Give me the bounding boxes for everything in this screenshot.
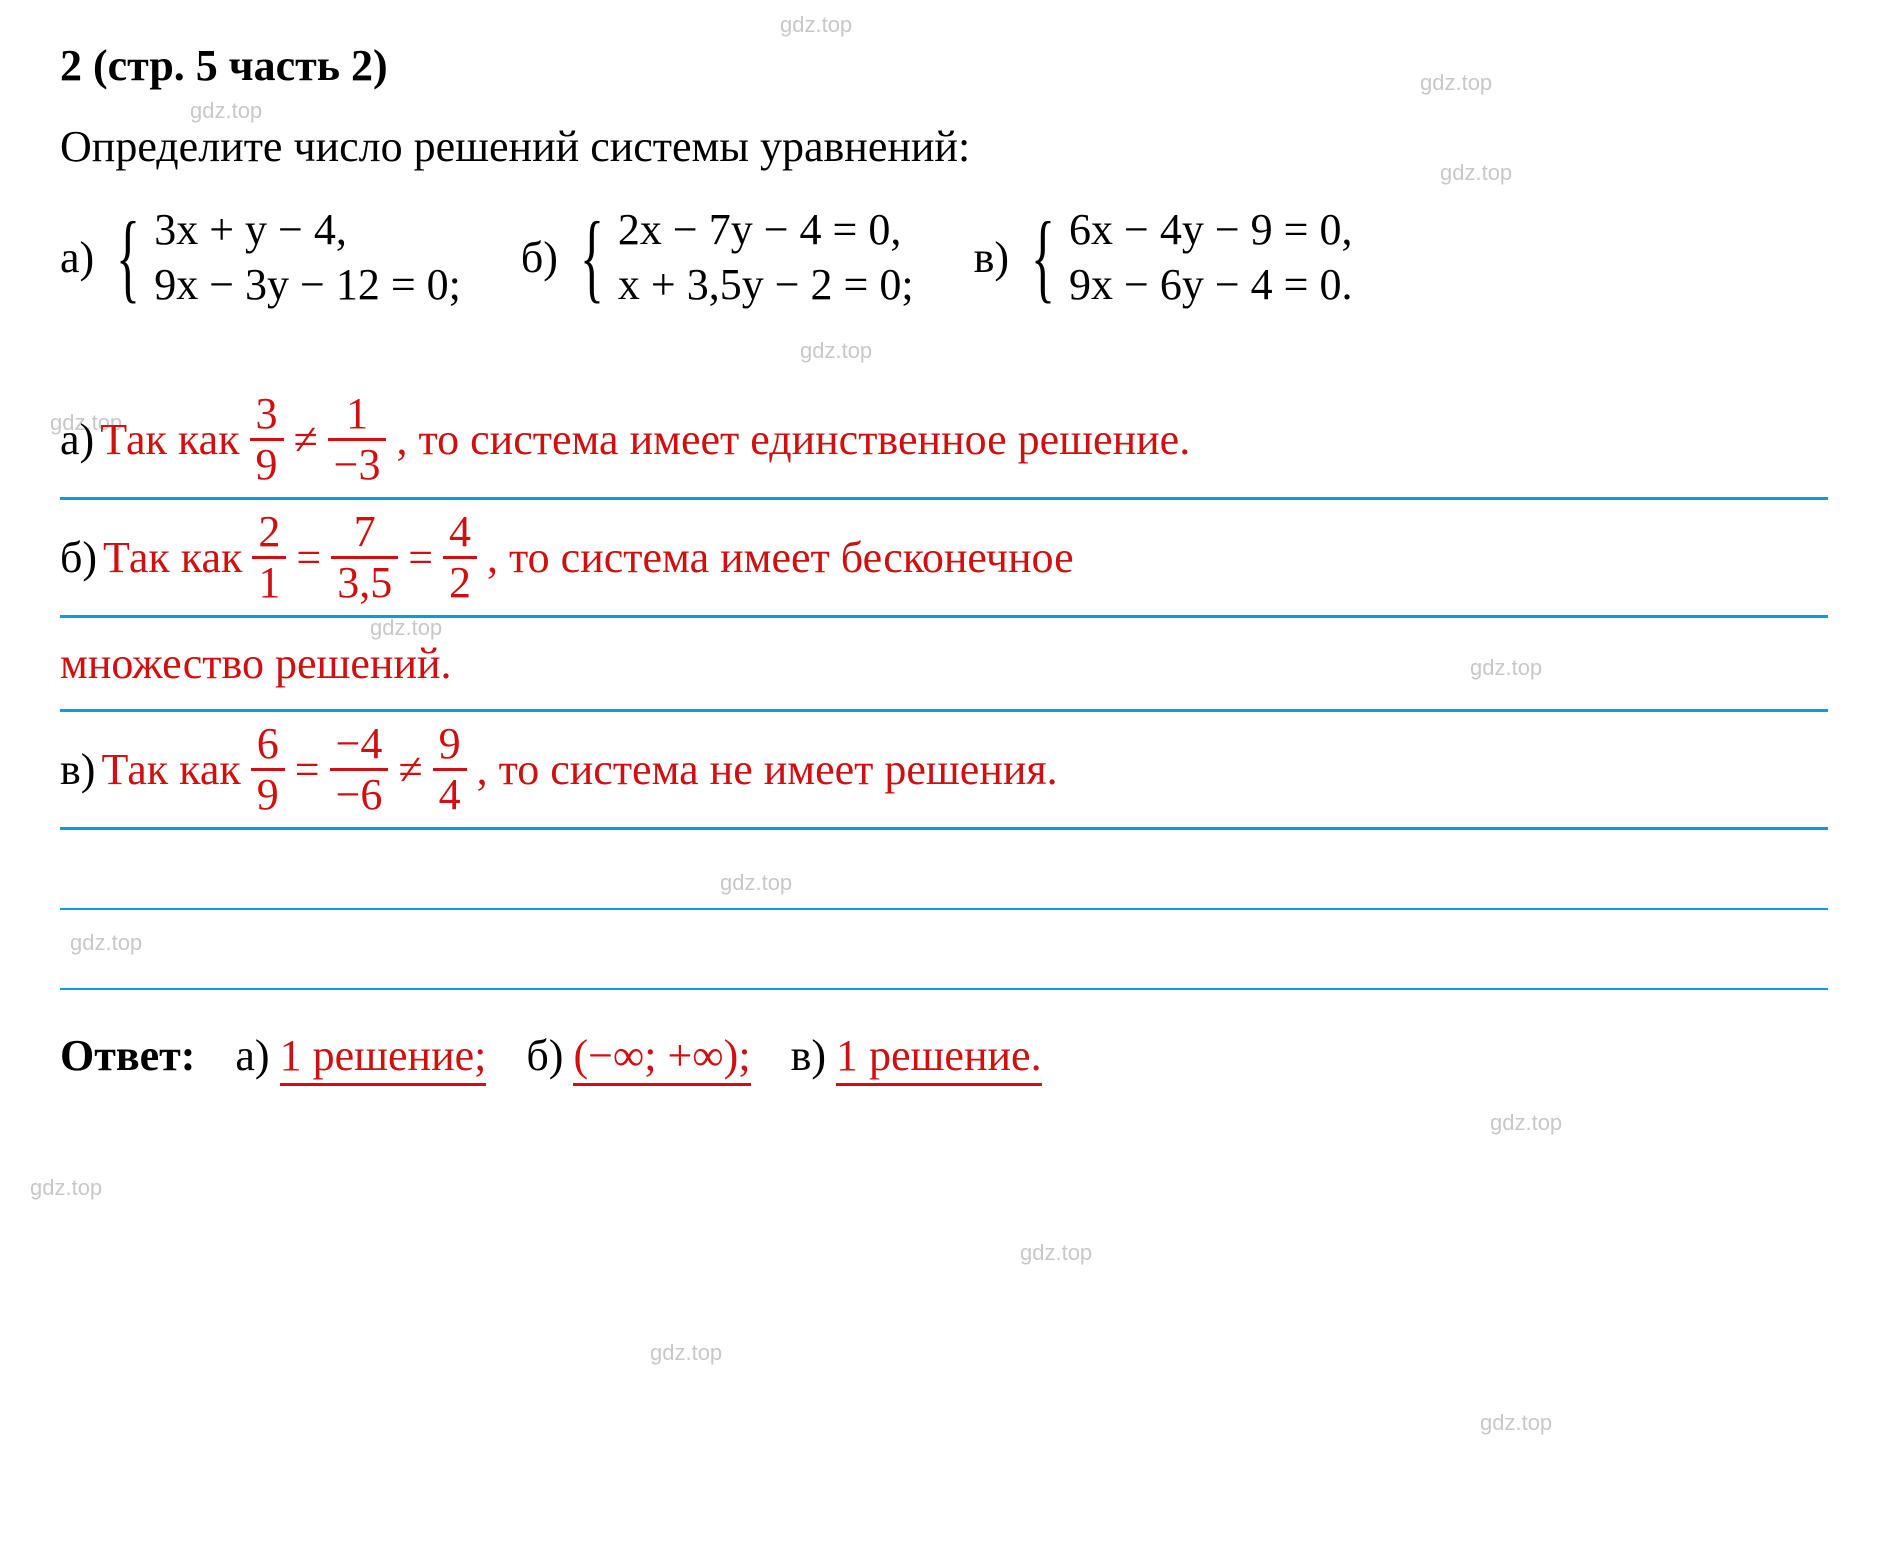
exercise-title: 2 (стр. 5 часть 2) bbox=[60, 40, 1828, 91]
relation: ≠ bbox=[398, 744, 422, 795]
frac-num: 9 bbox=[433, 722, 467, 768]
brace-icon: { bbox=[580, 227, 604, 287]
fraction: 3 9 bbox=[250, 392, 284, 487]
frac-num: 3 bbox=[250, 392, 284, 438]
system-b: б) { 2x − 7y − 4 = 0, x + 3,5y − 2 = 0; bbox=[521, 202, 914, 312]
frac-den: 9 bbox=[251, 768, 285, 817]
answer-b-label: б) bbox=[526, 1030, 563, 1081]
answer-c-label: в) bbox=[791, 1030, 826, 1081]
system-a-eq1: 3x + y − 4, bbox=[154, 202, 461, 257]
frac-den: 2 bbox=[443, 556, 477, 605]
solution-a: а) Так как 3 9 ≠ 1 −3 , то система имеет… bbox=[60, 392, 1828, 500]
system-a-label: а) bbox=[60, 232, 94, 283]
frac-num: 1 bbox=[340, 392, 374, 438]
systems-row: а) { 3x + y − 4, 9x − 3y − 12 = 0; б) { … bbox=[60, 202, 1828, 312]
watermark-text: gdz.top bbox=[30, 1175, 102, 1201]
relation: ≠ bbox=[294, 414, 318, 465]
system-b-label: б) bbox=[521, 232, 558, 283]
answer-row: Ответ: а) 1 решение; б) (−∞; +∞); в) 1 р… bbox=[60, 1030, 1828, 1086]
blank-rule bbox=[60, 930, 1828, 990]
watermark-text: gdz.top bbox=[1480, 1410, 1552, 1436]
system-c-eq1: 6x − 4y − 9 = 0, bbox=[1069, 202, 1352, 257]
frac-num: 6 bbox=[251, 722, 285, 768]
fraction: 2 1 bbox=[252, 510, 286, 605]
watermark-text: gdz.top bbox=[1020, 1240, 1092, 1266]
blank-rule bbox=[60, 850, 1828, 910]
answer-label: Ответ: bbox=[60, 1030, 195, 1081]
frac-den: 3,5 bbox=[331, 556, 398, 605]
frac-den: −6 bbox=[330, 768, 389, 817]
answer-a: а) 1 решение; bbox=[235, 1030, 486, 1086]
fraction: 4 2 bbox=[443, 510, 477, 605]
answer-a-value: 1 решение; bbox=[280, 1030, 487, 1086]
watermark-text: gdz.top bbox=[1490, 1110, 1562, 1136]
fraction: 9 4 bbox=[433, 722, 467, 817]
frac-den: 1 bbox=[252, 556, 286, 605]
system-a: а) { 3x + y − 4, 9x − 3y − 12 = 0; bbox=[60, 202, 461, 312]
solution-b-cont: множество решений. bbox=[60, 628, 1828, 712]
frac-num: −4 bbox=[330, 722, 389, 768]
exercise-prompt: Определите число решений системы уравнен… bbox=[60, 121, 1828, 172]
solution-b: б) Так как 2 1 = 7 3,5 = 4 2 , то систем… bbox=[60, 510, 1828, 618]
system-b-eq1: 2x − 7y − 4 = 0, bbox=[618, 202, 914, 257]
relation: = bbox=[408, 532, 433, 583]
watermark-text: gdz.top bbox=[780, 12, 852, 38]
relation: = bbox=[295, 744, 320, 795]
solution-b-label: б) bbox=[60, 532, 97, 583]
system-b-eq2: x + 3,5y − 2 = 0; bbox=[618, 257, 914, 312]
answer-b-value: (−∞; +∞); bbox=[573, 1030, 750, 1086]
frac-num: 2 bbox=[252, 510, 286, 556]
fraction: 6 9 bbox=[251, 722, 285, 817]
frac-num: 7 bbox=[348, 510, 382, 556]
answer-c-value: 1 решение. bbox=[836, 1030, 1042, 1086]
frac-den: −3 bbox=[328, 438, 387, 487]
system-c: в) { 6x − 4y − 9 = 0, 9x − 6y − 4 = 0. bbox=[974, 202, 1353, 312]
fraction: 7 3,5 bbox=[331, 510, 398, 605]
fraction: 1 −3 bbox=[328, 392, 387, 487]
frac-den: 9 bbox=[250, 438, 284, 487]
solution-b-prefix: Так как bbox=[103, 532, 242, 583]
solution-c-suffix: , то система не имеет решения. bbox=[477, 744, 1058, 795]
watermark-text: gdz.top bbox=[650, 1340, 722, 1366]
solution-a-prefix: Так как bbox=[100, 414, 239, 465]
solution-b-suffix: , то система имеет бесконечное bbox=[487, 532, 1074, 583]
frac-den: 4 bbox=[433, 768, 467, 817]
relation: = bbox=[296, 532, 321, 583]
frac-num: 4 bbox=[443, 510, 477, 556]
answer-b: б) (−∞; +∞); bbox=[526, 1030, 750, 1086]
system-c-label: в) bbox=[974, 232, 1009, 283]
system-a-eq2: 9x − 3y − 12 = 0; bbox=[154, 257, 461, 312]
answer-a-label: а) bbox=[235, 1030, 269, 1081]
fraction: −4 −6 bbox=[330, 722, 389, 817]
solution-c: в) Так как 6 9 = −4 −6 ≠ 9 4 , то систем… bbox=[60, 722, 1828, 830]
brace-icon: { bbox=[1031, 227, 1055, 287]
solution-c-prefix: Так как bbox=[101, 744, 240, 795]
system-c-eq2: 9x − 6y − 4 = 0. bbox=[1069, 257, 1352, 312]
solution-a-suffix: , то система имеет единственное решение. bbox=[396, 414, 1190, 465]
brace-icon: { bbox=[116, 227, 140, 287]
solution-c-label: в) bbox=[60, 744, 95, 795]
solution-b-cont-text: множество решений. bbox=[60, 638, 452, 689]
solution-a-label: а) bbox=[60, 414, 94, 465]
answer-c: в) 1 решение. bbox=[791, 1030, 1042, 1086]
